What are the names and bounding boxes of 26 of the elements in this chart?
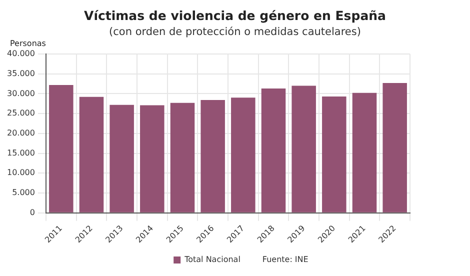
y-tick-label: 0 bbox=[30, 208, 35, 217]
y-tick-label: 20.000 bbox=[6, 128, 35, 138]
y-tick-label: 25.000 bbox=[6, 108, 35, 118]
bar bbox=[292, 86, 316, 212]
bar bbox=[79, 96, 104, 212]
y-tick-label: 40.000 bbox=[6, 49, 35, 58]
legend-label: Total Nacional bbox=[184, 255, 240, 264]
bar bbox=[170, 102, 195, 212]
y-tick-label: 30.000 bbox=[6, 88, 35, 98]
bar bbox=[110, 104, 134, 212]
bar bbox=[352, 92, 377, 212]
bar bbox=[382, 82, 407, 212]
y-axis-title: Personas bbox=[10, 39, 46, 48]
bar bbox=[261, 88, 286, 212]
y-tick-label: 15.000 bbox=[6, 148, 35, 158]
bar bbox=[140, 105, 164, 212]
y-tick-label: 5.000 bbox=[12, 188, 35, 198]
chart-subtitle: (con orden de protección o medidas cautelares) bbox=[108, 26, 362, 38]
source-note: Fuente: INE bbox=[262, 255, 308, 264]
y-tick-label: 10.000 bbox=[6, 168, 35, 178]
bar bbox=[231, 98, 256, 212]
y-tick-label: 35.000 bbox=[6, 68, 35, 78]
bar bbox=[200, 100, 225, 212]
chart-title: Víctimas de violencia de género en España bbox=[83, 8, 387, 23]
bar bbox=[322, 96, 346, 212]
bar bbox=[49, 84, 74, 212]
